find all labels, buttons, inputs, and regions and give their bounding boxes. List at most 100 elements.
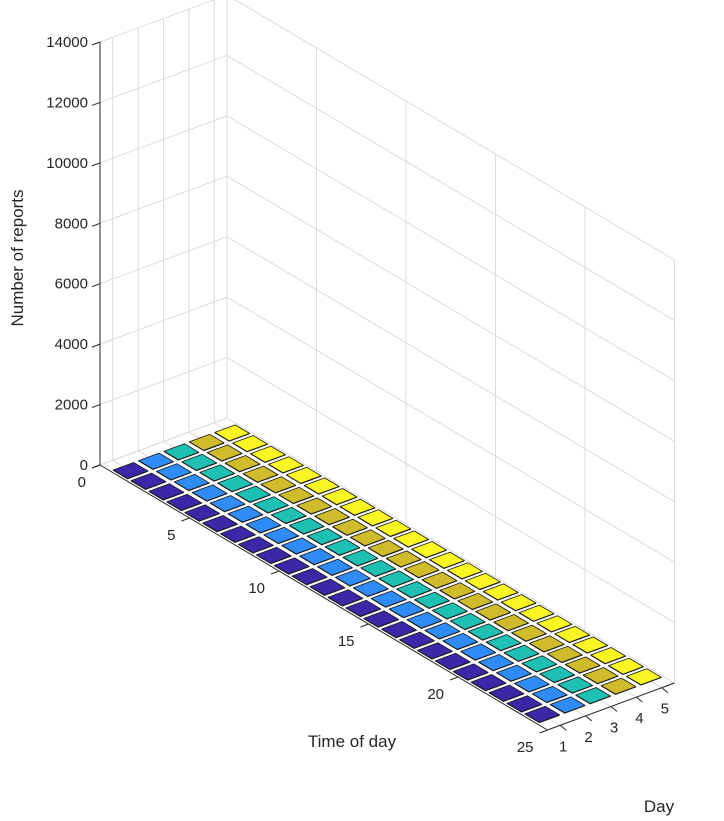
y-axis-label: Day <box>644 797 675 816</box>
day-axis-line <box>547 682 675 731</box>
bar <box>572 636 608 654</box>
bar-face-top <box>220 525 256 543</box>
bar-face-top <box>370 590 407 608</box>
bar <box>368 539 404 558</box>
bar-face-top <box>174 473 210 491</box>
bar <box>353 579 389 598</box>
bar <box>539 665 575 684</box>
bar-face-top <box>184 504 220 522</box>
bar-face-top <box>253 496 289 514</box>
bar <box>220 525 256 543</box>
bar-face-top <box>529 635 565 653</box>
bar-face-top <box>368 539 404 557</box>
bar <box>432 602 468 620</box>
bar <box>600 677 637 695</box>
bar-face-top <box>396 581 432 598</box>
bar <box>590 647 626 665</box>
bar-face-top <box>303 477 340 495</box>
bar-face-top <box>232 435 268 452</box>
grid-line-z <box>226 417 675 684</box>
bar <box>575 687 611 705</box>
bar-face-top <box>442 632 479 650</box>
bar-face-top <box>452 663 489 681</box>
z-tick-mark <box>91 222 101 227</box>
z-tick-label: 6000 <box>55 276 88 293</box>
bar <box>439 582 476 600</box>
bar <box>442 632 479 651</box>
bar <box>521 655 558 673</box>
bar <box>626 668 662 686</box>
bar-face-top <box>217 475 253 492</box>
z-tick-mark <box>91 162 101 167</box>
bar-face-top <box>590 647 626 664</box>
day-tick-mark <box>585 715 592 722</box>
bar <box>506 695 543 713</box>
bar <box>381 621 417 639</box>
bar-face-top <box>432 602 468 620</box>
day-tick-label: 3 <box>610 720 618 737</box>
bar-face-top <box>296 497 332 515</box>
bar <box>375 519 412 538</box>
bar <box>503 644 540 662</box>
bar-face-top <box>238 536 274 554</box>
bar-face-top <box>360 559 397 577</box>
bar <box>388 601 425 619</box>
bar <box>235 485 271 503</box>
bar-face-top <box>465 572 501 590</box>
bar-face-top <box>163 443 200 461</box>
z-tick-mark <box>91 41 101 46</box>
bar <box>429 551 465 569</box>
bar <box>475 603 511 621</box>
bar-face-top <box>521 655 558 673</box>
bar <box>227 505 264 523</box>
grid-line-z <box>226 236 675 503</box>
bar-face-top <box>166 493 203 511</box>
bar <box>393 530 429 548</box>
z-tick-label: 0 <box>80 457 88 474</box>
bar-face-top <box>393 530 429 548</box>
time-axis-ticks: 0 5 10 15 20 25 <box>78 464 548 756</box>
bar-face-top <box>202 515 238 532</box>
bar-face-top <box>488 684 525 702</box>
bar-face-top <box>536 615 573 633</box>
bar-face-top <box>457 592 494 610</box>
time-axis-line <box>99 464 548 731</box>
time-tick-label: 10 <box>248 580 265 597</box>
bar <box>209 495 246 513</box>
z-tick-mark <box>91 343 101 348</box>
bar-face-top <box>317 558 353 576</box>
bar <box>306 528 343 546</box>
bar-face-top <box>493 614 529 631</box>
bar <box>496 664 532 682</box>
bar <box>554 625 590 644</box>
bar-face-top <box>148 483 185 501</box>
z-tick-mark <box>91 101 101 106</box>
bar <box>511 624 547 642</box>
bar <box>256 546 292 565</box>
bar <box>324 538 361 556</box>
bar-face-top <box>363 610 399 628</box>
bar-face-top <box>181 453 218 471</box>
bar <box>524 705 560 724</box>
bar <box>414 591 450 609</box>
grid-line-z <box>226 175 675 442</box>
bar-face-top <box>286 466 322 484</box>
bar <box>424 622 461 640</box>
bar-face-top <box>321 488 358 505</box>
bar <box>363 610 399 628</box>
bar <box>450 612 486 631</box>
bar <box>191 484 228 502</box>
bar <box>253 496 289 514</box>
time-tick-mark <box>360 623 369 628</box>
bar-face-top <box>130 472 167 490</box>
day-tick-label: 2 <box>584 729 592 746</box>
bar-face-top <box>424 622 461 640</box>
bar-face-top <box>350 529 386 547</box>
bar-face-top <box>411 541 447 558</box>
bar <box>232 435 268 453</box>
bar <box>417 642 453 660</box>
bar-face-top <box>532 685 568 703</box>
bar-face-top <box>335 569 371 587</box>
bar <box>467 623 504 641</box>
